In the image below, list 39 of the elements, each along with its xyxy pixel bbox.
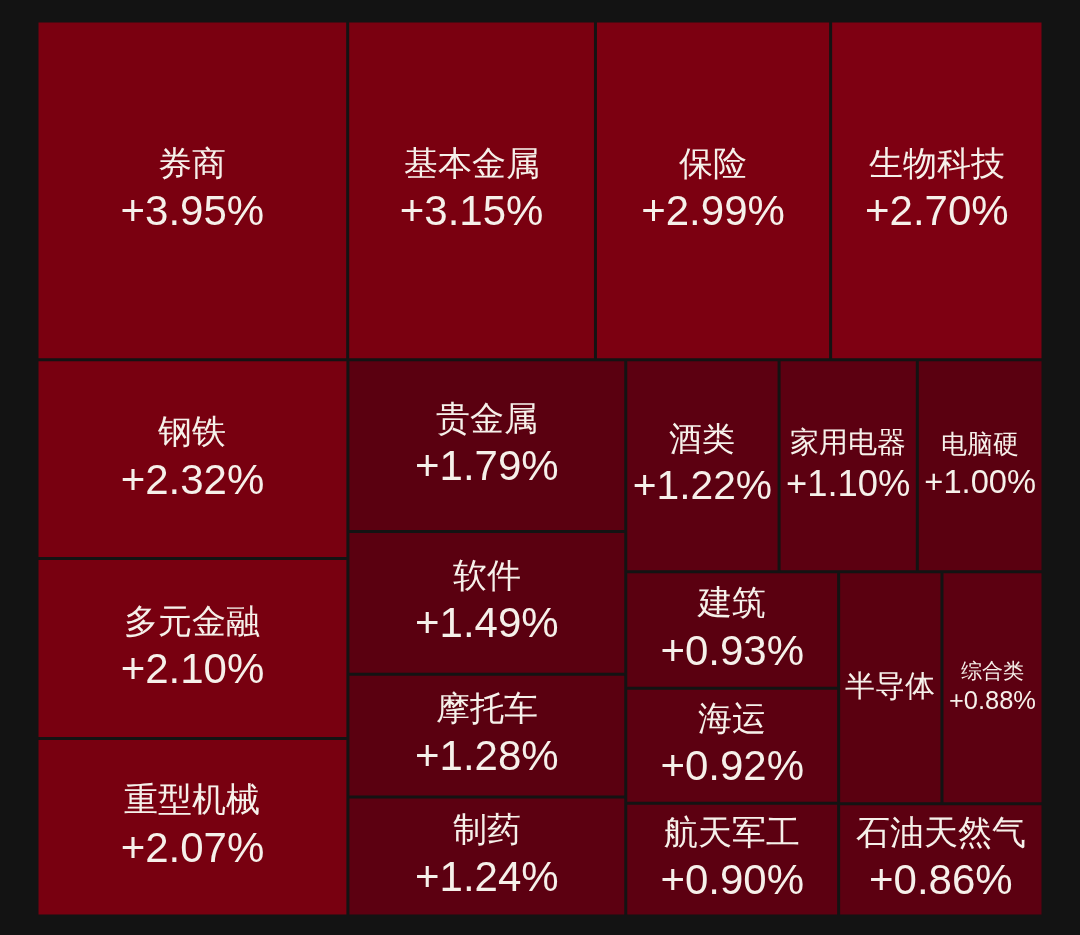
category-label: 综合类	[960, 659, 1024, 683]
data-label: +1.49%	[415, 599, 559, 647]
category-label: 家用电器	[790, 425, 907, 459]
category-label: 半导体	[845, 669, 936, 703]
data-label: +2.10%	[120, 645, 265, 693]
data-label: +1.00%	[924, 462, 1036, 500]
data-label: +1.24%	[415, 853, 559, 901]
category-label: 贵金属	[435, 398, 538, 437]
data-label: +1.10%	[786, 462, 911, 504]
category-label: 摩托车	[435, 688, 538, 727]
category-label: 海运	[698, 698, 767, 737]
category-label: 生物科技	[868, 143, 1005, 182]
data-label: +2.32%	[120, 455, 265, 503]
data-label: +0.90%	[660, 856, 804, 904]
category-label: 钢铁	[157, 412, 227, 451]
data-label: +2.70%	[865, 186, 1009, 234]
data-label: +0.86%	[869, 856, 1013, 904]
data-label: +1.79%	[415, 442, 559, 490]
data-label: +1.22%	[632, 462, 773, 509]
category-label: 电脑硬	[941, 429, 1020, 460]
category-label: 航天军工	[664, 812, 801, 851]
category-label: 基本金属	[403, 143, 540, 182]
data-label: +0.88%	[948, 685, 1036, 714]
data-label: +3.95%	[120, 186, 265, 234]
data-label: +2.99%	[641, 186, 785, 234]
category-label: 多元金融	[124, 601, 261, 640]
data-label: +0.93%	[660, 626, 804, 674]
data-label: +1.28%	[415, 732, 559, 780]
category-label: 券商	[158, 143, 227, 182]
category-label: 保险	[679, 143, 748, 182]
data-label: +0.92%	[660, 742, 804, 790]
category-label: 软件	[452, 556, 521, 595]
category-label: 重型机械	[124, 780, 261, 819]
category-label: 石油天然气	[855, 813, 1026, 852]
category-label: 建筑	[697, 583, 767, 622]
category-label: 制药	[452, 809, 521, 848]
data-label: +3.15%	[399, 186, 544, 234]
data-label: +2.07%	[120, 823, 265, 871]
category-label: 酒类	[669, 420, 736, 458]
